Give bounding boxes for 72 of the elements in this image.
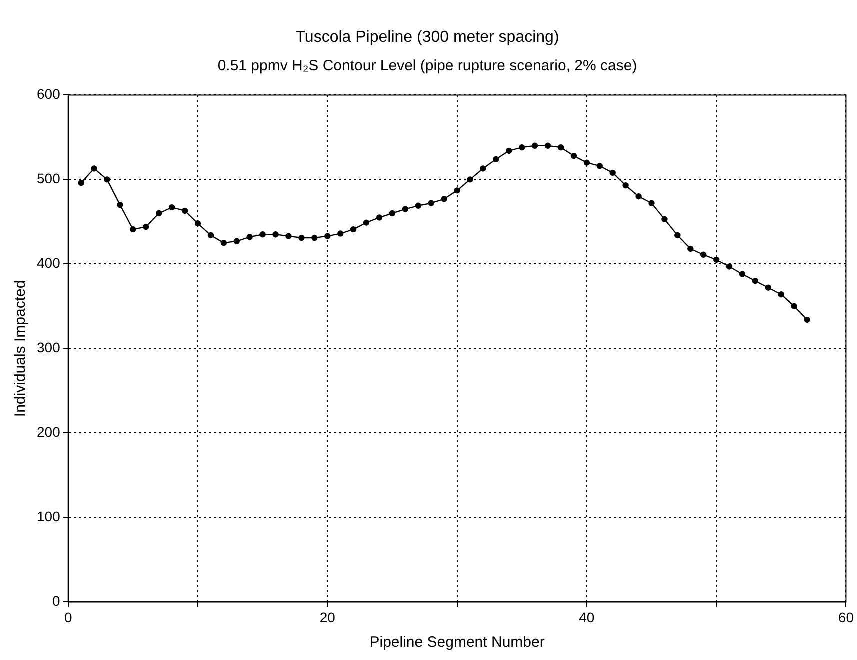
y-tick-label: 0 — [52, 593, 61, 610]
y-tick-label: 500 — [37, 170, 61, 187]
y-tick-label: 300 — [37, 340, 61, 356]
y-tick-label: 100 — [37, 508, 61, 525]
point — [570, 152, 578, 160]
point — [441, 196, 448, 202]
point — [260, 232, 266, 238]
point — [454, 188, 460, 194]
point — [674, 232, 681, 239]
point — [143, 224, 150, 230]
x-tick-label: 20 — [320, 609, 336, 626]
point — [480, 166, 486, 172]
point — [558, 144, 564, 151]
x-tick-label: 60 — [838, 609, 854, 626]
point — [596, 163, 603, 170]
point — [584, 160, 590, 166]
point — [324, 233, 331, 240]
point — [208, 232, 214, 239]
point — [363, 220, 370, 226]
point — [752, 278, 759, 284]
x-axis-title: Pipeline Segment Number — [370, 634, 545, 652]
point — [91, 166, 98, 172]
point — [544, 142, 552, 149]
point — [610, 170, 616, 176]
point — [467, 176, 474, 183]
point — [428, 200, 434, 206]
point — [220, 240, 228, 246]
point — [622, 182, 629, 189]
point — [688, 246, 694, 252]
point — [532, 142, 538, 149]
point — [506, 148, 512, 154]
point — [168, 204, 176, 211]
point — [493, 156, 500, 163]
point — [286, 233, 292, 240]
point — [234, 238, 240, 244]
point — [194, 220, 202, 227]
point — [376, 214, 383, 221]
point — [104, 176, 110, 183]
point — [402, 206, 409, 212]
point — [739, 271, 746, 278]
x-tick-label: 0 — [64, 609, 72, 626]
chart-title: Tuscola Pipeline (300 meter spacing) — [296, 29, 560, 46]
point — [246, 234, 253, 240]
point — [519, 144, 526, 151]
chart-subtitle: 0.51 ppmv H₂S Contour Level (pipe rupture scenario, 2% case) — [218, 57, 638, 74]
point — [778, 292, 784, 298]
point — [272, 232, 279, 238]
point — [130, 226, 136, 233]
point — [78, 180, 84, 186]
point — [713, 256, 720, 264]
point — [648, 200, 655, 206]
point — [182, 208, 188, 214]
x-tick-label: 40 — [579, 609, 595, 626]
y-tick-label: 400 — [37, 255, 61, 272]
point — [804, 316, 810, 324]
point — [298, 234, 305, 242]
y-tick-label: 600 — [37, 86, 61, 102]
point — [156, 210, 162, 217]
point — [415, 202, 422, 209]
point — [312, 234, 318, 242]
point — [338, 230, 344, 237]
point — [700, 252, 707, 258]
point — [662, 216, 668, 223]
point — [765, 284, 772, 291]
point — [350, 226, 357, 233]
point — [636, 194, 642, 200]
point — [726, 264, 733, 270]
y-axis-title: Individuals Impacted — [12, 280, 30, 418]
point — [389, 210, 396, 217]
point — [117, 202, 124, 208]
point — [791, 303, 798, 310]
y-tick-label: 200 — [37, 424, 61, 440]
